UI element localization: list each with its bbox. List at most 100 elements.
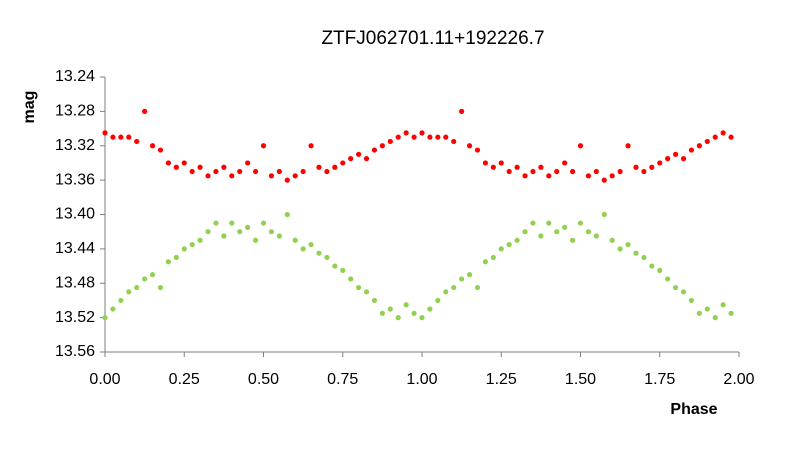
y-tick-label: 13.32 xyxy=(55,137,95,154)
data-point xyxy=(554,168,560,175)
data-point xyxy=(142,276,148,282)
data-point xyxy=(585,229,592,235)
data-point xyxy=(252,168,259,175)
data-point xyxy=(229,220,235,226)
data-point xyxy=(134,284,140,291)
data-point xyxy=(205,173,211,179)
data-point xyxy=(569,237,576,243)
data-point xyxy=(451,284,457,291)
data-point xyxy=(696,310,702,316)
data-point xyxy=(157,147,164,153)
data-point xyxy=(332,263,338,269)
data-point xyxy=(181,160,187,166)
data-point xyxy=(387,138,393,145)
data-point xyxy=(466,143,473,149)
y-tick-label: 13.56 xyxy=(55,343,95,360)
data-point xyxy=(252,237,259,243)
data-point xyxy=(577,143,584,149)
data-point xyxy=(102,315,108,321)
data-point xyxy=(609,173,615,179)
data-point xyxy=(522,173,528,179)
data-point xyxy=(585,173,592,179)
data-point xyxy=(680,289,687,295)
data-point xyxy=(562,160,568,166)
data-point xyxy=(490,164,496,170)
data-point xyxy=(435,134,441,140)
y-tick-label: 13.52 xyxy=(55,309,95,326)
data-point xyxy=(268,229,275,235)
x-tick-label: 0.50 xyxy=(248,371,279,388)
data-point xyxy=(451,138,457,145)
data-point xyxy=(498,246,504,252)
data-point xyxy=(633,250,639,256)
data-point xyxy=(482,259,488,265)
data-point xyxy=(728,134,734,140)
x-tick-label: 1.00 xyxy=(406,371,437,388)
data-point xyxy=(696,143,702,149)
data-point xyxy=(569,168,576,175)
data-point xyxy=(466,272,473,278)
data-point xyxy=(506,241,512,248)
data-point xyxy=(221,164,227,170)
data-point xyxy=(149,143,156,149)
data-point xyxy=(181,246,187,252)
data-point xyxy=(149,272,156,278)
data-point xyxy=(260,220,267,226)
data-point xyxy=(371,297,378,304)
data-point xyxy=(411,134,417,140)
x-tick-label: 1.25 xyxy=(486,371,517,388)
data-point xyxy=(459,276,465,282)
data-point xyxy=(617,246,623,252)
data-point xyxy=(197,237,203,243)
data-point xyxy=(213,220,219,226)
data-point xyxy=(356,151,362,157)
data-point xyxy=(403,302,409,308)
data-point xyxy=(356,284,362,291)
data-point xyxy=(712,134,718,140)
data-point xyxy=(665,276,671,282)
data-point xyxy=(260,143,267,149)
data-point xyxy=(625,241,631,248)
data-point xyxy=(522,229,528,235)
data-point xyxy=(276,168,282,175)
data-point xyxy=(387,306,393,312)
data-point xyxy=(197,164,203,170)
data-point xyxy=(649,164,655,170)
x-axis-label: Phase xyxy=(670,401,717,418)
data-point xyxy=(205,229,211,235)
data-point xyxy=(728,310,734,316)
data-point xyxy=(538,164,544,170)
data-point xyxy=(538,233,544,239)
data-point xyxy=(110,306,116,312)
data-point xyxy=(593,233,599,239)
data-point xyxy=(411,310,417,316)
x-tick-label: 0.75 xyxy=(327,371,358,388)
data-point xyxy=(403,130,409,136)
data-point xyxy=(340,160,346,166)
data-point xyxy=(546,173,552,179)
data-point xyxy=(173,164,179,170)
data-point xyxy=(245,224,251,230)
data-point xyxy=(379,143,385,149)
data-point xyxy=(482,160,488,166)
data-point xyxy=(395,315,401,321)
data-point xyxy=(348,276,354,282)
x-tick-label: 1.75 xyxy=(644,371,675,388)
data-point xyxy=(165,259,171,265)
data-point xyxy=(435,297,441,304)
data-point xyxy=(530,168,536,175)
data-point xyxy=(102,130,108,136)
data-point xyxy=(348,156,354,162)
y-tick-label: 13.40 xyxy=(55,206,95,223)
data-point xyxy=(308,241,314,248)
data-point xyxy=(577,220,584,226)
data-point xyxy=(189,241,195,248)
data-point xyxy=(118,134,124,140)
y-tick-label: 13.44 xyxy=(55,240,95,257)
data-point xyxy=(514,164,520,170)
data-point xyxy=(110,134,116,140)
data-point xyxy=(126,289,132,295)
data-point xyxy=(657,160,663,166)
